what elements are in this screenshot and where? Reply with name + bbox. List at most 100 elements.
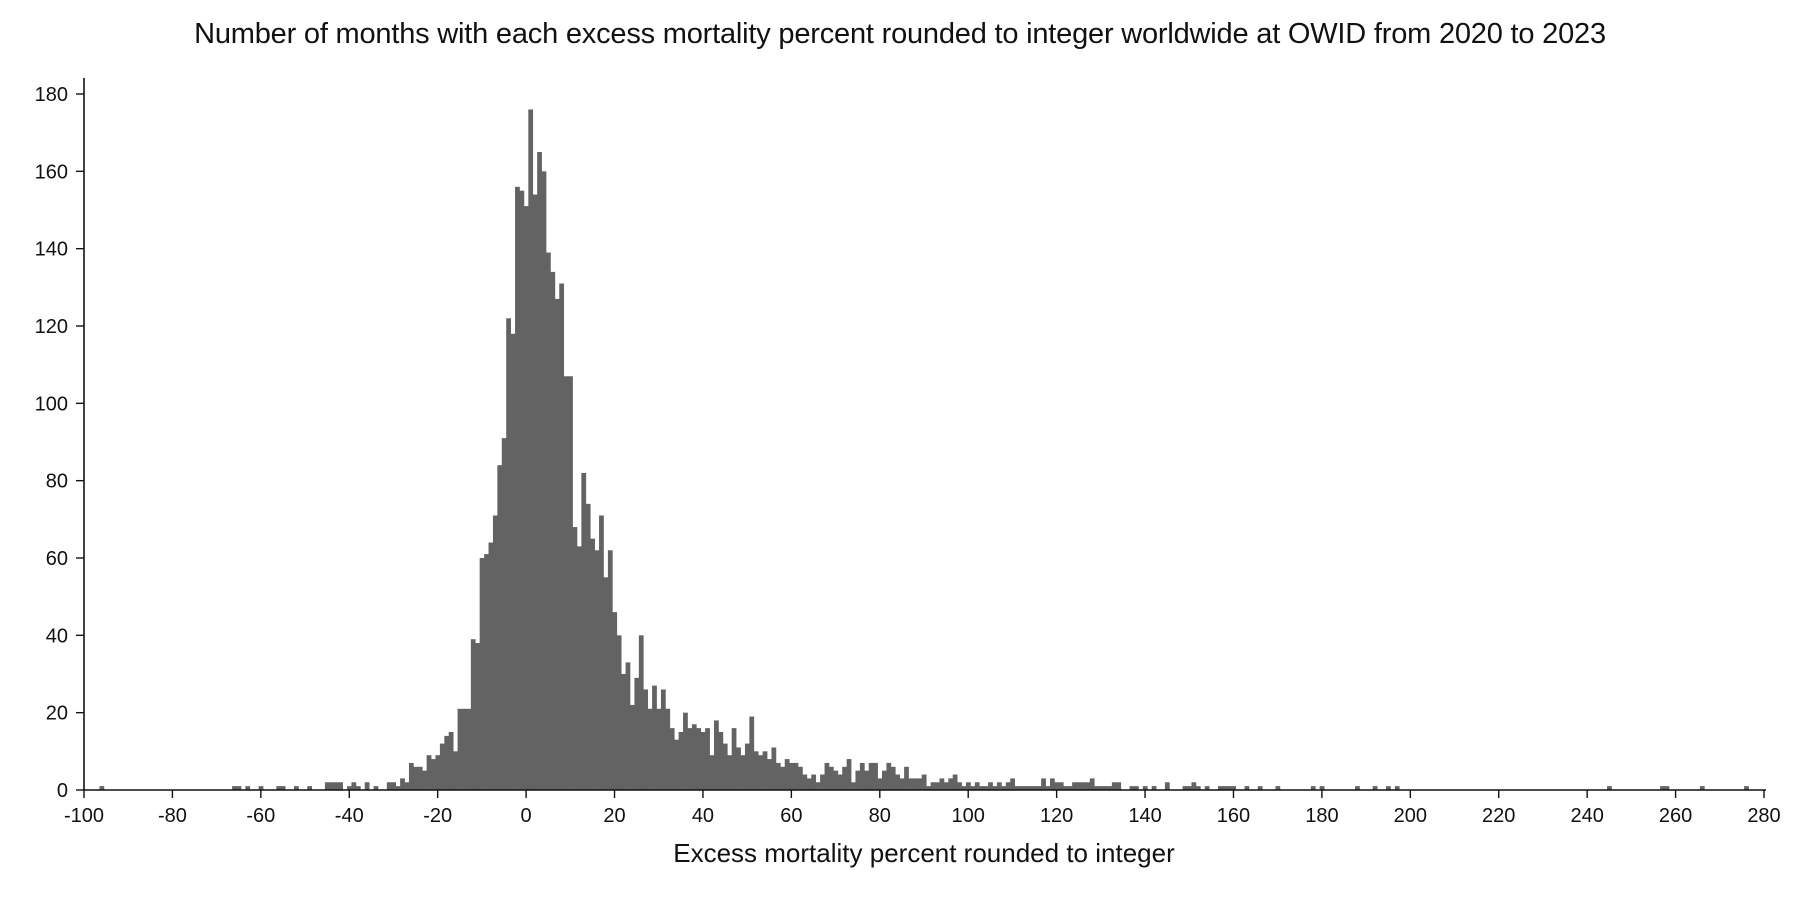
histogram-bar	[1116, 782, 1122, 790]
histogram-bar	[842, 766, 847, 790]
histogram-bar	[572, 527, 578, 790]
histogram-bar	[806, 778, 812, 790]
histogram-bar	[966, 782, 971, 790]
histogram-bar	[877, 778, 883, 790]
histogram-bar	[329, 782, 335, 790]
histogram-bar	[395, 786, 401, 790]
histogram-bar	[1231, 786, 1237, 790]
histogram-bar	[859, 762, 865, 790]
histogram-bar	[307, 786, 313, 790]
histogram-bar	[1054, 782, 1060, 790]
y-tick-label: 0	[57, 780, 68, 802]
histogram-bar	[550, 271, 556, 790]
y-tick-label: 100	[35, 393, 68, 415]
histogram-bar	[727, 755, 733, 790]
histogram-bar	[1063, 786, 1069, 790]
histogram-bar	[683, 712, 688, 790]
histogram-bar	[868, 762, 874, 790]
y-tick-label: 180	[35, 84, 68, 106]
x-tick-label: -100	[64, 805, 104, 827]
histogram-bar	[422, 770, 427, 790]
histogram-bar	[1218, 786, 1223, 790]
histogram-bar	[444, 735, 450, 790]
histogram-bar	[386, 782, 392, 790]
histogram-bar	[1355, 786, 1360, 790]
histogram-bar	[612, 612, 618, 790]
histogram-bar	[705, 728, 710, 790]
histogram-bar	[515, 186, 520, 791]
x-axis-title: Excess mortality percent rounded to inte…	[673, 838, 1175, 868]
histogram-bar	[1098, 786, 1104, 790]
histogram-bar	[457, 708, 463, 790]
x-tick-label: 160	[1217, 805, 1250, 827]
x-tick-label: -80	[158, 805, 187, 827]
histogram-bar	[1204, 786, 1210, 790]
x-tick-label: 0	[521, 805, 532, 827]
histogram-bar	[780, 766, 786, 790]
histogram-bar	[1226, 786, 1232, 790]
histogram-bar	[585, 503, 591, 790]
histogram-bar	[364, 782, 370, 790]
histogram-bar	[1080, 782, 1086, 790]
histogram-bar	[762, 751, 768, 790]
histogram-bar	[404, 782, 410, 790]
histogram-bar	[453, 751, 458, 790]
histogram-bar	[355, 786, 361, 790]
histogram-bar	[736, 747, 741, 790]
histogram-bar	[351, 782, 357, 790]
histogram-bar	[798, 766, 803, 790]
histogram-bar	[492, 515, 498, 790]
histogram-bar	[581, 472, 587, 790]
histogram-bar	[625, 662, 631, 790]
axes-layer: -100 -80 -60 -40 -20 0 20 40 60 80 100 120 140 160 180…	[35, 78, 1781, 827]
histogram-bar	[347, 786, 352, 790]
histogram-bar	[294, 786, 299, 790]
histogram-bar	[1664, 786, 1670, 790]
histogram-bar	[1001, 786, 1007, 790]
histogram-bar	[1032, 786, 1038, 790]
x-tick-label: 100	[952, 805, 985, 827]
histogram-bar	[1660, 786, 1665, 790]
histogram-bar	[1319, 786, 1325, 790]
histogram-bar	[731, 728, 737, 790]
histogram-bar	[961, 786, 967, 790]
chart-title: Number of months with each excess mortal…	[194, 18, 1606, 50]
histogram-bar	[1027, 786, 1033, 790]
histogram-bar	[1010, 778, 1015, 790]
histogram-bar	[1187, 786, 1192, 790]
histogram-bar	[652, 685, 657, 790]
histogram-bar	[1005, 782, 1011, 790]
histogram-bar	[1019, 786, 1024, 790]
histogram-bar	[1744, 786, 1749, 790]
histogram-bar	[820, 774, 825, 790]
histogram-bar	[1050, 778, 1055, 790]
histogram-bar	[784, 759, 790, 790]
x-tick-label: 60	[780, 805, 802, 827]
y-tick-label: 40	[46, 625, 68, 647]
histogram-bar	[855, 770, 861, 790]
histogram-bar	[1222, 786, 1228, 790]
histogram-bar	[890, 766, 896, 790]
histogram-bar	[758, 755, 763, 790]
histogram-bar	[276, 786, 282, 790]
histogram-bar	[996, 782, 1002, 790]
histogram-bar	[391, 782, 397, 790]
histogram-bar	[546, 252, 551, 790]
histogram-bar	[1699, 786, 1705, 790]
histogram-bar	[1191, 782, 1197, 790]
histogram-bar	[939, 778, 945, 790]
histogram-bar	[590, 538, 595, 790]
histogram-bar	[983, 786, 989, 790]
x-tick-label: 20	[603, 805, 625, 827]
histogram-bar	[1067, 786, 1073, 790]
y-tick-label: 160	[35, 161, 68, 183]
histogram-bar	[864, 770, 870, 790]
histogram-bar	[1072, 782, 1077, 790]
x-tick-label: 180	[1305, 805, 1338, 827]
histogram-bar	[519, 190, 525, 791]
histogram-bar	[1014, 786, 1020, 790]
histogram-bar	[607, 550, 613, 790]
histogram-bar	[828, 766, 834, 790]
histogram-bar	[466, 708, 472, 790]
